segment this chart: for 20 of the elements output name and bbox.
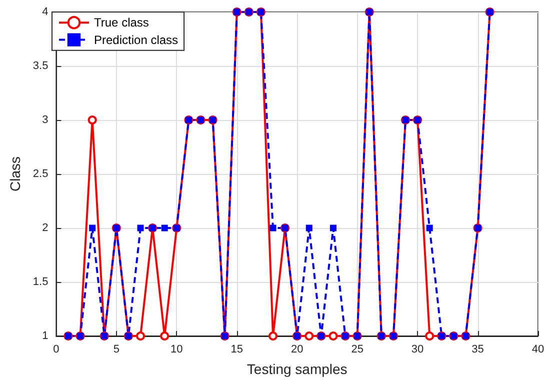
x-axis-title: Testing samples xyxy=(246,361,348,377)
x-tick-label: 20 xyxy=(290,344,304,356)
y-axis-title: Class xyxy=(7,156,23,192)
x-tick-label: 0 xyxy=(53,344,60,356)
x-tick-label: 25 xyxy=(351,344,364,356)
legend-label: True class xyxy=(94,16,149,30)
y-tick-label: 2 xyxy=(42,222,48,234)
x-tick-label: 35 xyxy=(472,344,484,356)
y-tick-label: 2.5 xyxy=(32,168,48,180)
x-tick-label: 15 xyxy=(230,344,243,356)
y-tick-label: 4 xyxy=(42,6,48,18)
legend-label: Prediction class xyxy=(94,32,178,47)
y-tick-label: 3 xyxy=(42,114,48,126)
y-tick-label: 1.5 xyxy=(32,276,48,288)
x-tick-label: 10 xyxy=(170,344,183,356)
x-tick-label: 30 xyxy=(411,344,424,356)
x-tick-label: 40 xyxy=(532,344,544,356)
y-tick-label: 1 xyxy=(42,330,48,342)
x-tick-label: 5 xyxy=(113,344,120,356)
y-tick-label: 3.5 xyxy=(32,60,48,72)
